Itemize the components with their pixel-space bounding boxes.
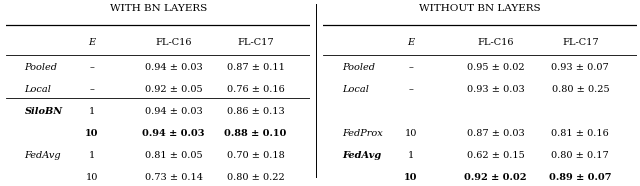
Text: 10: 10 <box>84 129 99 138</box>
Text: WITH BN LAYERS: WITH BN LAYERS <box>110 4 207 13</box>
Text: 0.93 ± 0.07: 0.93 ± 0.07 <box>552 63 609 72</box>
Text: 0.81 ± 0.16: 0.81 ± 0.16 <box>552 129 609 138</box>
Text: WITHOUT BN LAYERS: WITHOUT BN LAYERS <box>419 4 541 13</box>
Text: –: – <box>89 85 94 94</box>
Text: 0.76 ± 0.16: 0.76 ± 0.16 <box>227 85 285 94</box>
Text: 0.81 ± 0.05: 0.81 ± 0.05 <box>145 151 202 160</box>
Text: SiloBN: SiloBN <box>25 107 63 116</box>
Text: 10: 10 <box>405 129 417 138</box>
Text: –: – <box>89 63 94 72</box>
Text: 10: 10 <box>404 173 418 182</box>
Text: FL-C17: FL-C17 <box>237 38 274 47</box>
Text: 1: 1 <box>88 107 95 116</box>
Text: Local: Local <box>342 85 369 94</box>
Text: 0.88 ± 0.10: 0.88 ± 0.10 <box>225 129 287 138</box>
Text: 0.92 ± 0.05: 0.92 ± 0.05 <box>145 85 202 94</box>
Text: 0.86 ± 0.13: 0.86 ± 0.13 <box>227 107 285 116</box>
Text: 10: 10 <box>85 173 98 182</box>
Text: 0.94 ± 0.03: 0.94 ± 0.03 <box>142 129 205 138</box>
Text: 0.89 ± 0.07: 0.89 ± 0.07 <box>549 173 612 182</box>
Text: –: – <box>408 85 413 94</box>
Text: Pooled: Pooled <box>342 63 375 72</box>
Text: 0.94 ± 0.03: 0.94 ± 0.03 <box>145 107 202 116</box>
Text: E: E <box>88 38 95 47</box>
Text: E: E <box>408 38 415 47</box>
Text: Local: Local <box>25 85 51 94</box>
Text: 0.87 ± 0.03: 0.87 ± 0.03 <box>467 129 525 138</box>
Text: 1: 1 <box>408 151 414 160</box>
Text: FedAvg: FedAvg <box>25 151 61 160</box>
Text: 0.94 ± 0.03: 0.94 ± 0.03 <box>145 63 202 72</box>
Text: 0.80 ± 0.25: 0.80 ± 0.25 <box>552 85 609 94</box>
Text: 0.73 ± 0.14: 0.73 ± 0.14 <box>145 173 203 182</box>
Text: 0.80 ± 0.22: 0.80 ± 0.22 <box>227 173 285 182</box>
Text: 0.93 ± 0.03: 0.93 ± 0.03 <box>467 85 525 94</box>
Text: –: – <box>408 63 413 72</box>
Text: 0.87 ± 0.11: 0.87 ± 0.11 <box>227 63 285 72</box>
Text: Pooled: Pooled <box>25 63 58 72</box>
Text: 0.70 ± 0.18: 0.70 ± 0.18 <box>227 151 285 160</box>
Text: FL-C16: FL-C16 <box>477 38 514 47</box>
Text: 0.95 ± 0.02: 0.95 ± 0.02 <box>467 63 525 72</box>
Text: 1: 1 <box>88 151 95 160</box>
Text: FL-C17: FL-C17 <box>562 38 598 47</box>
Text: FedProx: FedProx <box>342 129 383 138</box>
Text: FedAvg: FedAvg <box>342 151 381 160</box>
Text: 0.80 ± 0.17: 0.80 ± 0.17 <box>552 151 609 160</box>
Text: 0.92 ± 0.02: 0.92 ± 0.02 <box>465 173 527 182</box>
Text: 0.62 ± 0.15: 0.62 ± 0.15 <box>467 151 525 160</box>
Text: FL-C16: FL-C16 <box>156 38 192 47</box>
